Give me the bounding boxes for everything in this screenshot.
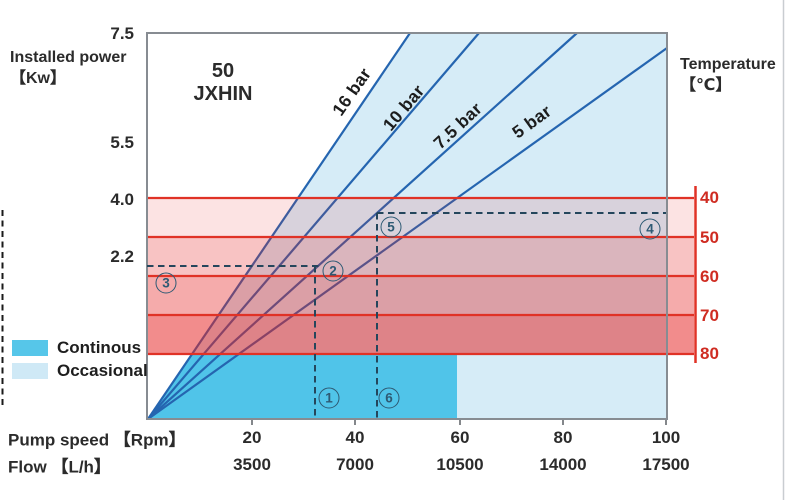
power-tick-5-5: 5.5: [110, 133, 134, 152]
power-tick-4-0: 4.0: [110, 190, 134, 209]
power-axis-title: Installed power 【Kw】: [10, 47, 126, 89]
annotation-circle-6: 6: [378, 387, 400, 409]
continuous-swatch: [12, 339, 48, 356]
power-axis-unit: 【Kw】: [10, 70, 67, 87]
legend: Continous Occasional: [12, 336, 148, 382]
temp-tick-70: 70: [700, 306, 719, 325]
continuous-label: Continous: [57, 337, 142, 357]
legend-row-continuous: Continous: [12, 336, 148, 359]
temp-band-40-50: [147, 198, 694, 237]
power-tick-7-5: 7.5: [110, 24, 134, 43]
pump-speed-tick-20: 20: [242, 428, 262, 447]
pump-speed-axis-title: Pump speed 【Rpm】: [8, 430, 186, 450]
flow-tick-10500: 10500: [436, 455, 484, 474]
chart-title: 50 JXHIN: [175, 60, 271, 106]
line-5-bar: [147, 47, 668, 420]
annotation-circle-4: 4: [639, 218, 661, 240]
chart-title-series: JXHIN: [193, 83, 253, 105]
power-tick-2-2: 2.2: [110, 247, 134, 266]
flow-tick-3500: 3500: [233, 455, 271, 474]
temp-band-60-70: [147, 276, 694, 315]
flow-tick-14000: 14000: [539, 455, 587, 474]
annotation-circle-5: 5: [380, 216, 402, 238]
temp-tick-50: 50: [700, 228, 719, 247]
flow-tick-7000: 7000: [336, 455, 374, 474]
occasional-swatch: [12, 362, 48, 379]
temp-tick-60: 60: [700, 267, 719, 286]
temperature-axis-unit: 【℃】: [680, 77, 732, 94]
occasional-label: Occasional: [57, 360, 148, 380]
chart-title-model: 50: [211, 60, 235, 82]
pump-speed-tick-60: 60: [450, 428, 470, 447]
temperature-axis-title-line1: Temperature: [680, 56, 776, 73]
power-axis-title-line1: Installed power: [10, 49, 127, 66]
annotation-circle-1: 1: [318, 387, 340, 409]
pump-speed-tick-100: 100: [651, 428, 681, 447]
temp-band-50-60: [147, 237, 694, 276]
temp-tick-40: 40: [700, 188, 719, 207]
temp-band-70-80: [147, 315, 694, 354]
flow-tick-17500: 17500: [642, 455, 690, 474]
plot-border: [146, 32, 668, 420]
temperature-axis-title: Temperature 【℃】: [680, 54, 776, 96]
annotation-circle-3: 3: [155, 272, 177, 294]
annotation-circle-2: 2: [322, 260, 344, 282]
temp-tick-80: 80: [700, 344, 719, 363]
legend-row-occasional: Occasional: [12, 359, 148, 382]
pump-speed-tick-40: 40: [345, 428, 365, 447]
pump-speed-tick-80: 80: [553, 428, 573, 447]
flow-axis-title: Flow 【L/h】: [8, 457, 111, 477]
x-axis-tick-marks: [251, 420, 667, 425]
